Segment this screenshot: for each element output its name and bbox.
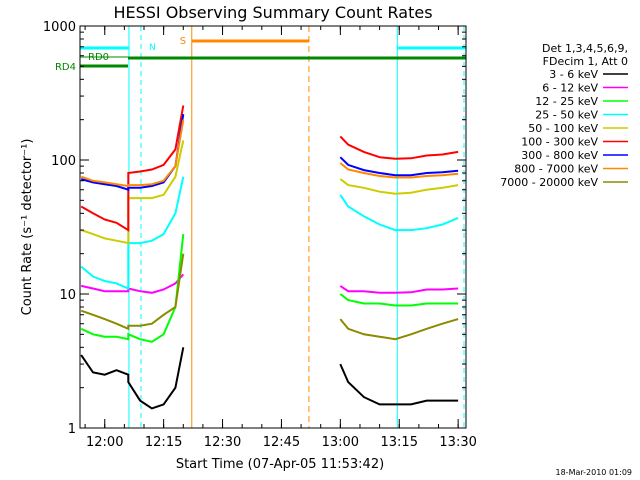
rd0-label: RD0 [88, 52, 109, 63]
legend-header: FDecim 1, Att 0 [543, 55, 628, 68]
series-line [80, 105, 185, 232]
night-label: N [149, 43, 156, 53]
y-tick-label: 1 [68, 422, 76, 437]
y-tick-label: 10 [59, 288, 76, 303]
series-line [339, 293, 459, 307]
series-line [80, 176, 185, 291]
saa-label: S [180, 36, 186, 47]
y-tick-label: 1000 [43, 20, 76, 35]
x-tick-label: 12:15 [145, 435, 182, 450]
chart-title: HESSI Observing Summary Count Rates [113, 3, 432, 22]
series-line [339, 194, 459, 232]
series-line [80, 113, 185, 192]
x-tick-label: 13:15 [381, 435, 418, 450]
plot-marks: N S RD0 RD4 [55, 26, 466, 428]
legend-entry: 7000 - 20000 keV [500, 176, 598, 189]
series-line [339, 135, 459, 160]
series-line [80, 253, 185, 331]
rd4-label: RD4 [55, 62, 76, 73]
x-tick-label: 12:30 [204, 435, 241, 450]
x-tick-label: 13:30 [439, 435, 476, 450]
axes: 1 10 100 1000 12:00 12:15 12:30 12:45 13:00 13:15… [43, 20, 477, 450]
series-line [339, 285, 459, 294]
series-line [339, 363, 459, 406]
series-line [339, 318, 459, 341]
x-tick-label: 12:45 [263, 435, 300, 450]
legend-entry: 50 - 100 keV [528, 122, 598, 135]
legend-entry: 25 - 50 keV [535, 109, 598, 122]
legend-entry: 12 - 25 keV [535, 95, 598, 108]
legend: Det 1,3,4,5,6,9,FDecim 1, Att 03 - 6 keV… [500, 42, 628, 189]
x-tick-label: 12:00 [86, 435, 123, 450]
series-line [339, 178, 459, 195]
legend-entry: 100 - 300 keV [521, 136, 598, 149]
series-line [339, 156, 459, 177]
series-line [339, 162, 459, 179]
y-axis-label: Count Rate (s⁻¹ detector⁻¹) [20, 139, 35, 316]
legend-entry: 6 - 12 keV [542, 82, 598, 95]
x-axis-label: Start Time (07-Apr-05 11:53:42) [176, 457, 384, 472]
series-line [80, 347, 185, 410]
legend-header: Det 1,3,4,5,6,9, [542, 42, 628, 55]
x-tick-label: 13:00 [322, 435, 359, 450]
plot-frame [79, 25, 467, 429]
legend-entry: 3 - 6 keV [549, 68, 598, 81]
series-line [80, 119, 185, 188]
legend-entry: 800 - 7000 keV [514, 163, 598, 176]
series-line [80, 233, 185, 343]
legend-entry: 300 - 800 keV [521, 149, 598, 162]
y-tick-label: 100 [51, 154, 76, 169]
timestamp: 18-Mar-2010 01:09 [556, 468, 633, 477]
